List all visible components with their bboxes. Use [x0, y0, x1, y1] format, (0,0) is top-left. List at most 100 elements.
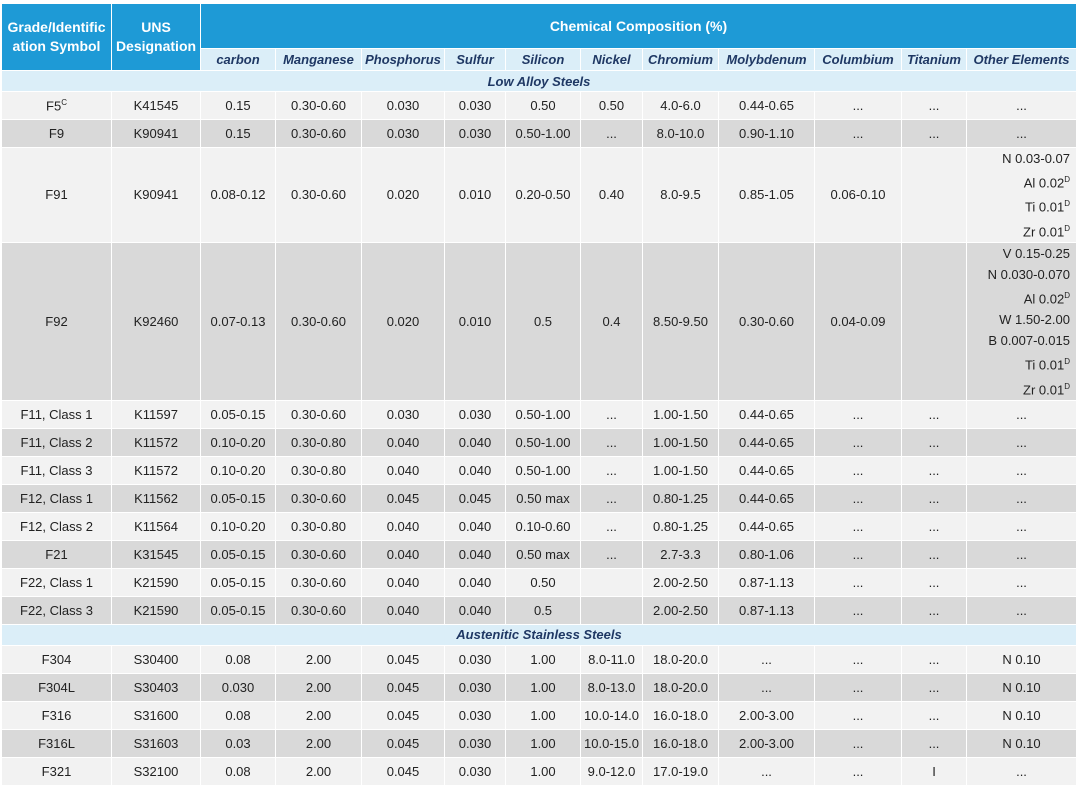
cell-text: 16.0-18.0 — [653, 735, 708, 751]
cell-text: 0.030 — [458, 707, 492, 723]
cell: N 0.10 — [966, 700, 1077, 730]
cell: 0.30-0.60 — [275, 241, 362, 401]
cell-text: 1.00 — [530, 651, 556, 667]
cell-text: 16.0-18.0 — [653, 707, 708, 723]
cell: F9 — [1, 119, 112, 148]
cell-text: 0.030 — [386, 126, 420, 141]
cell-text: 0.87-1.13 — [739, 574, 794, 590]
cell: 18.0-20.0 — [642, 672, 719, 702]
cell: 0.44-0.65 — [718, 427, 815, 457]
cell-text: K11597 — [134, 406, 178, 422]
cell: 0.80-1.25 — [642, 483, 719, 513]
cell-text: 0.03 — [225, 735, 251, 751]
cell: ... — [580, 483, 643, 513]
cell-text: 0.08 — [225, 651, 251, 667]
cell: K31545 — [111, 539, 201, 569]
cell: 8.50-9.50 — [642, 241, 719, 401]
cell-text: 0.040 — [386, 518, 420, 534]
cell: 8.0-11.0 — [580, 644, 643, 674]
cell: 0.50-1.00 — [505, 455, 581, 485]
cell-text: 0.05-0.15 — [210, 574, 266, 590]
cell: 0.30-0.80 — [275, 427, 362, 457]
cell: 0.50 — [580, 91, 643, 120]
cell-text: 0.5 — [533, 313, 553, 329]
grade-header: Grade/Identification Symbol — [1, 3, 112, 71]
cell-text: 0.30-0.60 — [291, 406, 346, 422]
section-row: Austenitic Stainless Steels — [1, 623, 1077, 646]
cell-text: 0.07-0.13 — [210, 313, 266, 329]
cell: S32100 — [111, 756, 201, 786]
cell: ... — [966, 756, 1077, 786]
cell-text: 0.80-1.06 — [739, 546, 794, 562]
cell-text: 0.040 — [458, 546, 492, 562]
cell: K21590 — [111, 567, 201, 597]
cell: N 0.10 — [966, 644, 1077, 674]
cell-text: ... — [606, 434, 617, 450]
data-row: F11, Class 1 K11597 0.05-0.15 0.30-0.60 0.03… — [1, 399, 1077, 429]
cell: K90941 — [111, 147, 201, 243]
cell-text: 0.06-0.10 — [830, 187, 886, 203]
cell-text: K21590 — [133, 602, 179, 618]
data-row: F5C K41545 0.15 0.30-0.60 0.030 0.030 0.50 0.50… — [1, 91, 1077, 120]
data-row: F304L S30403 0.030 2.00 0.045 0.030 1.00 8.0-13… — [1, 672, 1077, 702]
cell-text: ... — [852, 679, 864, 695]
cell: 0.030 — [444, 644, 506, 674]
cell-text: 0.30-0.60 — [291, 187, 346, 203]
cell-text: ... — [928, 518, 940, 534]
cell: 2.00 — [275, 644, 362, 674]
cell-text: 0.50 — [530, 98, 556, 113]
cell: ... — [580, 119, 643, 148]
cell-text: F12, Class 2 — [20, 518, 93, 534]
cell-text: ... — [606, 518, 617, 534]
cell: 0.40 — [580, 147, 643, 243]
cell: 0.50 — [505, 91, 581, 120]
cell: V 0.15-0.25 N 0.030-0.070 Al 0.02D W 1.50-2… — [966, 241, 1077, 401]
cell-text: N 0.10 — [1002, 651, 1041, 667]
cell-text: 0.030 — [458, 651, 492, 667]
cell-text: 1.00 — [530, 763, 556, 779]
cell: ... — [901, 700, 967, 730]
cell: 0.50 — [505, 567, 581, 597]
cell-text: ... — [1016, 98, 1027, 113]
cell-text: 2.00 — [305, 735, 332, 751]
cell: 0.10-0.60 — [505, 511, 581, 541]
cell-text: N 0.030-0.070 — [987, 266, 1070, 282]
cell-text: ... — [928, 98, 940, 113]
cell-text: 4.0-6.0 — [660, 98, 701, 113]
cell: 0.030 — [444, 399, 506, 429]
data-row: F92 K92460 0.07-0.13 0.30-0.60 0.020 0.010 0.5… — [1, 241, 1077, 401]
cell: 0.30-0.80 — [275, 511, 362, 541]
cell-text: 0.50-1.00 — [515, 434, 571, 450]
cell: 0.07-0.13 — [200, 241, 276, 401]
cell-text: 9.0-12.0 — [587, 763, 636, 779]
cell-text: 0.30-0.60 — [291, 126, 346, 141]
cell: 9.0-12.0 — [580, 756, 643, 786]
cell-text: 0.30-0.60 — [291, 602, 346, 618]
cell: ... — [966, 539, 1077, 569]
cell: 0.045 — [361, 756, 445, 786]
cell: N 0.10 — [966, 728, 1077, 758]
cell: 0.4 — [580, 241, 643, 401]
cell: 0.040 — [361, 455, 445, 485]
cell-text: 0.50-1.00 — [515, 462, 571, 478]
cell-text: 2.00 — [305, 763, 332, 779]
cell: 2.00 — [275, 700, 362, 730]
cell: K11572 — [111, 455, 201, 485]
cell: 16.0-18.0 — [642, 700, 719, 730]
cell-text: ... — [928, 434, 940, 450]
cell: 0.44-0.65 — [718, 455, 815, 485]
cell-text: 0.50 — [530, 574, 556, 590]
cell-text: 0.10-0.20 — [210, 518, 266, 534]
data-row: F304 S30400 0.08 2.00 0.045 0.030 1.00 8.0-11.0… — [1, 644, 1077, 674]
cell: ... — [718, 672, 815, 702]
cell-text: 0.040 — [386, 546, 420, 562]
cell: ... — [966, 119, 1077, 148]
cell-line: Zr 0.01D — [969, 218, 1074, 242]
cell-text: 0.040 — [386, 434, 420, 450]
cell: F12, Class 1 — [1, 483, 112, 513]
cell-text: ... — [1016, 490, 1027, 506]
cell: ... — [901, 427, 967, 457]
cell: ... — [580, 399, 643, 429]
cell-line: Al 0.02D — [969, 285, 1074, 309]
superscript: D — [1064, 175, 1070, 184]
